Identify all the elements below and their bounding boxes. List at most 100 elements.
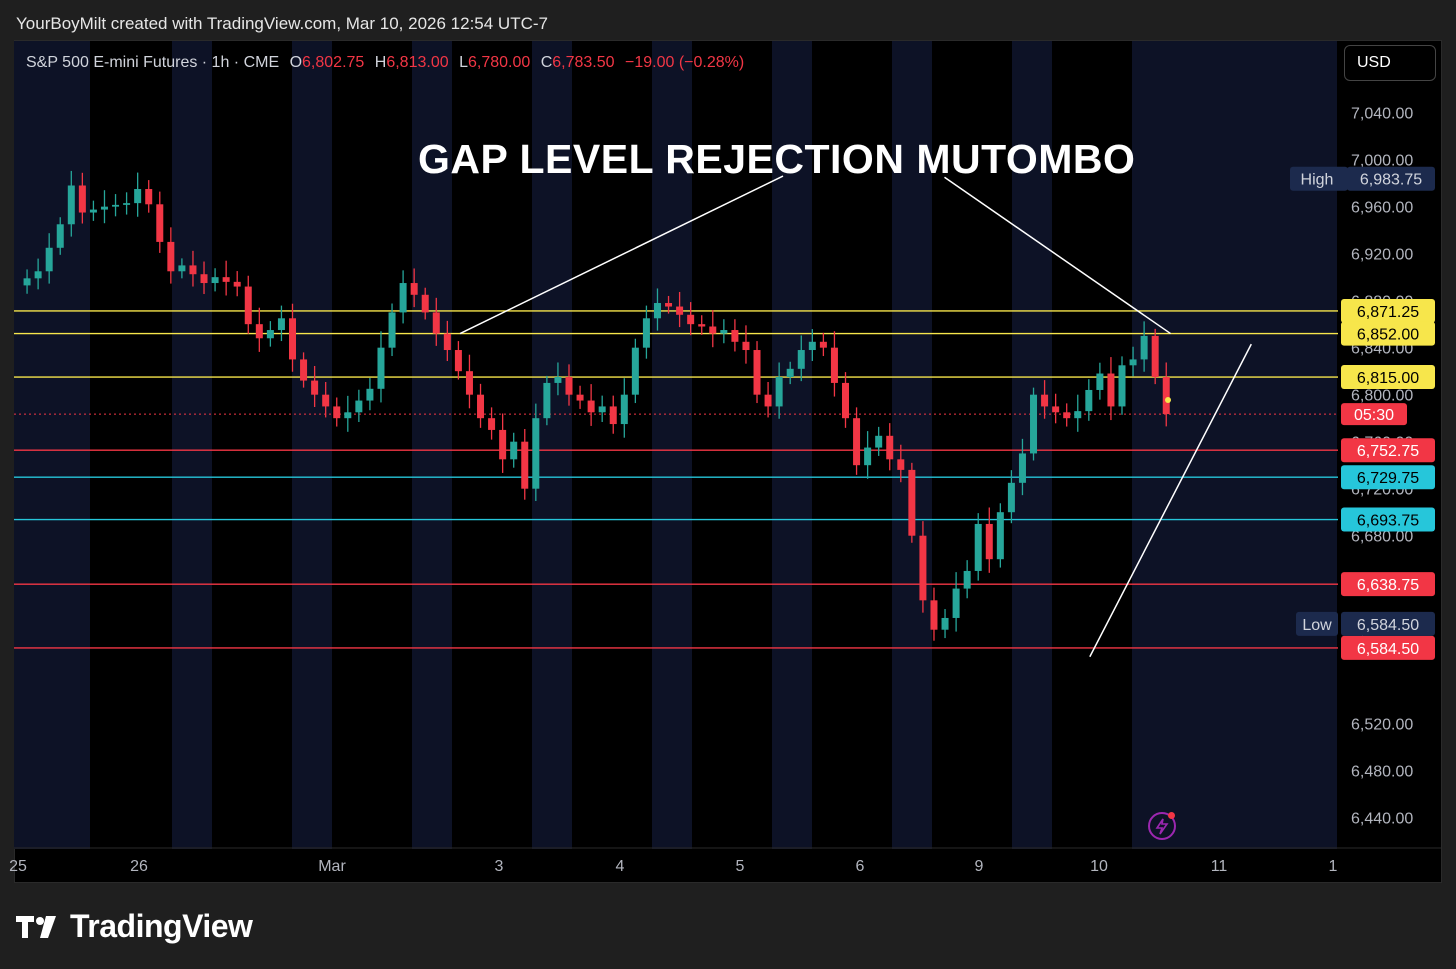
candle-body: [89, 209, 97, 213]
candle-body: [145, 189, 153, 205]
candle-body: [864, 447, 872, 466]
candle-body: [941, 617, 949, 630]
candle-body: [709, 326, 717, 334]
time-tick-label: 11: [1211, 858, 1228, 875]
candles-group: [23, 170, 1170, 641]
watermark-bar: YourBoyMilt created with TradingView.com…: [0, 0, 1456, 40]
session-band: [412, 41, 452, 849]
candle-body: [421, 294, 429, 313]
candle-body: [1052, 406, 1060, 413]
session-band: [772, 41, 812, 849]
notification-dot: [1168, 812, 1175, 819]
candle-body: [642, 318, 650, 348]
candle-body: [289, 318, 296, 360]
price-tick-label: 7,000.00: [1351, 153, 1413, 170]
lightning-icon[interactable]: [1148, 812, 1176, 840]
candle-body: [1096, 373, 1104, 390]
session-band: [14, 41, 90, 849]
candle-body: [963, 570, 971, 589]
candle-body: [753, 350, 761, 395]
symbol-legend: S&P 500 E-mini Futures · 1h · CME O6,802…: [26, 54, 744, 72]
candle-body: [67, 185, 75, 225]
candle-body: [355, 400, 363, 413]
candle-body: [875, 435, 883, 448]
candle-body: [112, 204, 120, 207]
candle-body: [233, 281, 241, 287]
candle-body: [897, 459, 905, 470]
candle-body: [1085, 389, 1093, 412]
candle-body: [78, 185, 86, 213]
candle-body: [620, 394, 628, 425]
level-price-tag: [1341, 635, 1435, 660]
last-price-marker: [1165, 397, 1171, 403]
time-tick-label: 5: [736, 858, 745, 875]
candle-body: [853, 418, 861, 466]
candle-body: [720, 330, 728, 334]
candle-body: [764, 394, 772, 407]
level-price-label: 6,584.50: [1357, 641, 1419, 658]
candle-body: [731, 330, 739, 342]
price-tick-label: 6,520.00: [1351, 717, 1413, 734]
candle-body: [985, 523, 993, 560]
candle-body: [465, 371, 473, 395]
close-value: 6,783.50: [552, 54, 615, 71]
candle-body: [742, 341, 750, 351]
level-price-label: 6,729.75: [1357, 470, 1419, 487]
candle-body: [510, 441, 518, 460]
high-label: H: [374, 54, 387, 71]
candle-body: [631, 347, 639, 395]
candle-body: [521, 441, 529, 489]
price-tick-label: 6,680.00: [1351, 529, 1413, 546]
candle-body: [842, 382, 849, 419]
low-tag: [1296, 611, 1338, 636]
candle-body: [454, 350, 462, 372]
candle-body: [1140, 335, 1148, 360]
candle-body: [244, 286, 252, 325]
level-price-label: 6,752.75: [1357, 443, 1419, 460]
candle-body: [178, 265, 186, 272]
candle-body: [576, 394, 584, 401]
price-tick-label: 6,960.00: [1351, 200, 1413, 217]
change-value: −19.00 (−0.28%): [625, 54, 745, 71]
low-value: 6,584.50: [1357, 617, 1419, 634]
candle-body: [598, 406, 606, 413]
price-tick-label: 6,800.00: [1351, 388, 1413, 405]
candle-body: [886, 435, 894, 460]
candle-body: [1118, 365, 1126, 407]
high-value: 6,983.75: [1360, 172, 1422, 189]
candle-body: [952, 588, 960, 618]
close-label: C: [540, 54, 553, 71]
time-tick-label: 9: [975, 858, 984, 875]
tradingview-brand[interactable]: TradingView: [70, 908, 253, 944]
candle-body: [1074, 411, 1082, 419]
candle-body: [930, 600, 938, 630]
session-band: [172, 41, 212, 849]
candle-body: [34, 271, 42, 279]
candle-body: [1063, 412, 1071, 419]
session-band: [652, 41, 692, 849]
candle-body: [200, 274, 208, 284]
candle-body: [653, 303, 661, 319]
price-tick-label: 6,480.00: [1351, 764, 1413, 781]
candle-body: [477, 394, 485, 419]
chart-title: GAP LEVEL REJECTION MUTOMBO: [418, 136, 1136, 182]
candle-body: [919, 535, 927, 601]
candle-body: [499, 429, 507, 460]
candle-body: [23, 278, 31, 286]
candle-body: [255, 324, 263, 339]
session-band: [292, 41, 332, 849]
tradingview-logo-icon: [16, 912, 62, 942]
time-tick-label: 6: [856, 858, 865, 875]
high-value-tag: [1347, 166, 1435, 191]
level-price-tag: [1341, 465, 1435, 490]
candle-body: [974, 523, 982, 571]
candle-body: [565, 377, 573, 395]
candle-body: [1162, 377, 1170, 415]
price-tick-label: 6,440.00: [1351, 811, 1413, 828]
candle-body: [1151, 335, 1159, 378]
candle-body: [432, 312, 440, 334]
currency-button[interactable]: USD: [1344, 45, 1436, 81]
level-price-tag: [1341, 507, 1435, 532]
symbol-name[interactable]: S&P 500 E-mini Futures · 1h · CME: [26, 54, 280, 71]
